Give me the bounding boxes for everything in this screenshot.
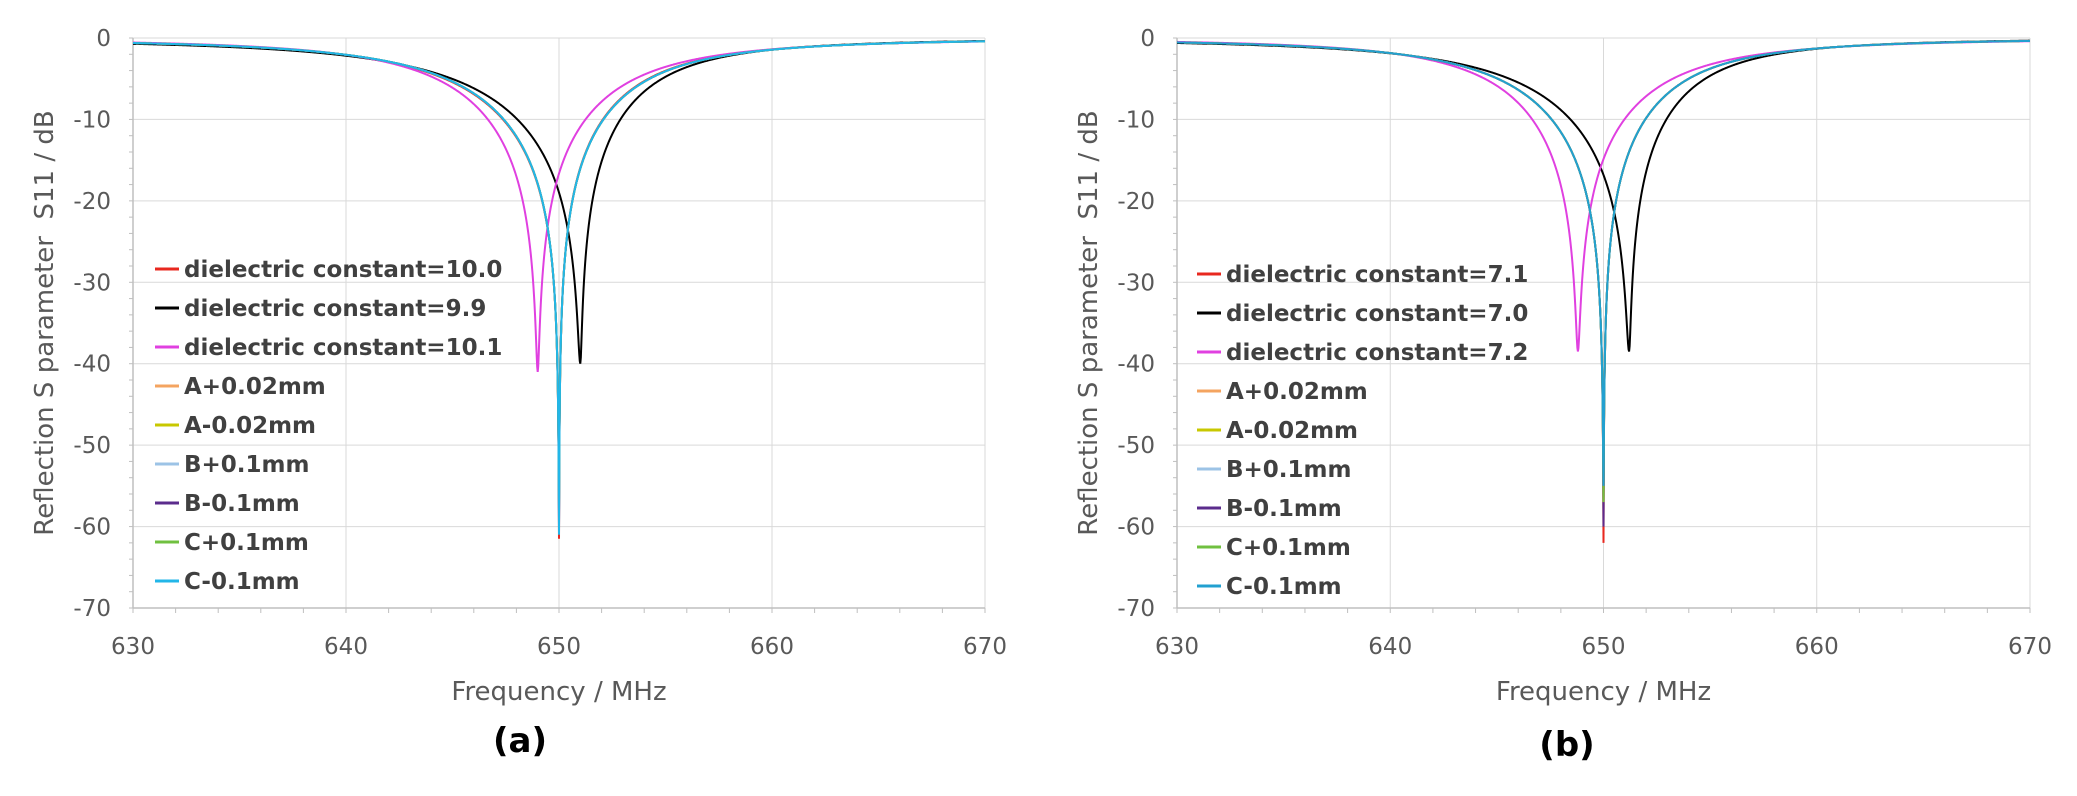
- legend-entry-label: A+0.02mm: [1226, 379, 1368, 405]
- legend-entry-label: A-0.02mm: [1226, 418, 1358, 444]
- y-tick-label: -70: [1117, 596, 1155, 622]
- y-tick-label: -40: [73, 352, 111, 378]
- legend-entry-label: B-0.1mm: [184, 491, 300, 517]
- y-tick-label: -50: [1117, 433, 1155, 459]
- x-tick-label: 650: [537, 634, 581, 660]
- x-axis-title: Frequency / MHz: [1496, 677, 1711, 707]
- x-tick-label: 650: [1582, 634, 1626, 660]
- y-tick-label: -50: [73, 433, 111, 459]
- legend-entry-label: B+0.1mm: [184, 452, 309, 478]
- y-axis-title: Reflection S parameter S11 / dB: [1074, 110, 1104, 535]
- x-tick-label: 630: [111, 634, 155, 660]
- y-tick-label: -40: [1117, 352, 1155, 378]
- panel-label: (a): [493, 721, 547, 761]
- legend-entry-label: dielectric constant=7.1: [1226, 262, 1528, 288]
- x-tick-label: 640: [324, 634, 368, 660]
- legend-entry-label: A-0.02mm: [184, 413, 316, 439]
- legend-entry-label: B-0.1mm: [1226, 496, 1342, 522]
- legend-entry-label: dielectric constant=7.0: [1226, 301, 1528, 327]
- series-lines: [133, 40, 985, 539]
- legend-entry-label: C-0.1mm: [184, 569, 300, 595]
- legend-entry-label: A+0.02mm: [184, 374, 326, 400]
- y-tick-label: -30: [73, 270, 111, 296]
- y-tick-label: -10: [1117, 107, 1155, 133]
- legend-entry-label: C+0.1mm: [1226, 535, 1351, 561]
- x-tick-label: 640: [1368, 634, 1412, 660]
- y-tick-label: 0: [96, 26, 111, 52]
- y-tick-label: -30: [1117, 270, 1155, 296]
- legend: dielectric constant=7.1 dielectric consta…: [1197, 262, 1528, 600]
- legend-entry-label: dielectric constant=10.0: [184, 257, 502, 283]
- x-axis-title: Frequency / MHz: [451, 677, 666, 707]
- y-tick-label: -20: [73, 189, 111, 215]
- legend-entry-label: dielectric constant=7.2: [1226, 340, 1528, 366]
- legend-entry-label: dielectric constant=10.1: [184, 335, 502, 361]
- y-tick-label: -10: [73, 107, 111, 133]
- x-tick-label: 670: [963, 634, 1007, 660]
- y-tick-label: -60: [73, 515, 111, 541]
- legend-entry-label: C-0.1mm: [1226, 574, 1342, 600]
- y-tick-label: -60: [1117, 515, 1155, 541]
- x-tick-label: 660: [750, 634, 794, 660]
- x-tick-label: 670: [2008, 634, 2052, 660]
- y-tick-label: 0: [1140, 26, 1155, 52]
- x-tick-label: 630: [1155, 634, 1199, 660]
- legend-entry-label: C+0.1mm: [184, 530, 309, 556]
- legend: dielectric constant=10.0 dielectric const…: [155, 257, 502, 595]
- y-tick-label: -70: [73, 596, 111, 622]
- y-axis-title: Reflection S parameter S11 / dB: [30, 110, 60, 535]
- series-lines: [1177, 39, 2030, 543]
- y-tick-label: -20: [1117, 189, 1155, 215]
- legend-entry-label: dielectric constant=9.9: [184, 296, 486, 322]
- legend-entry-label: B+0.1mm: [1226, 457, 1351, 483]
- x-tick-label: 660: [1795, 634, 1839, 660]
- series-line: [1177, 39, 2030, 486]
- panel-label: (b): [1539, 725, 1594, 765]
- series-line: [133, 40, 985, 535]
